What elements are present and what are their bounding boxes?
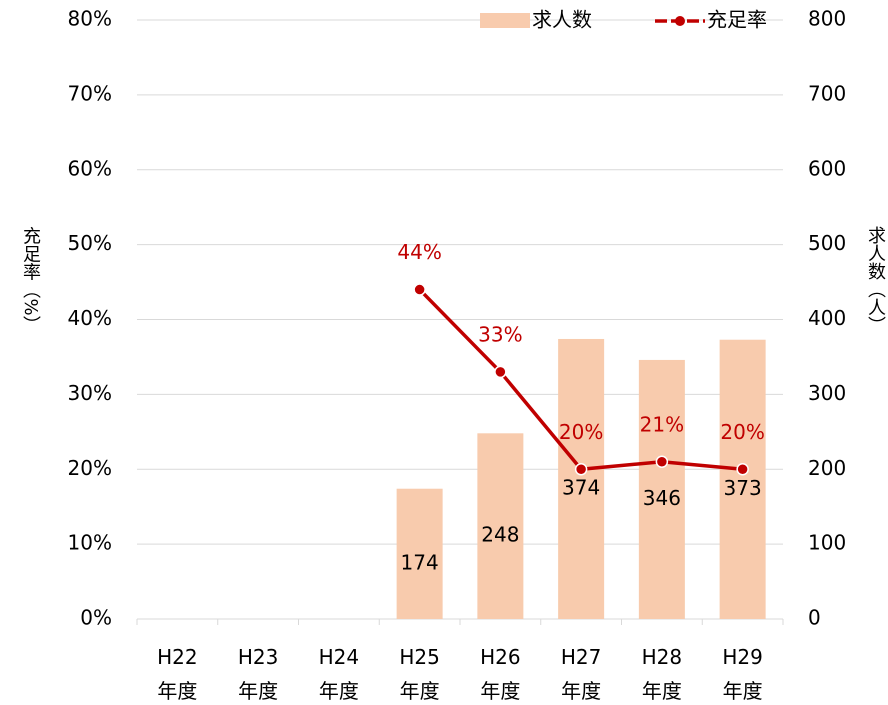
x-tick-label: H28 年度: [641, 645, 683, 703]
x-tick-label: H22 年度: [157, 645, 198, 703]
y-tick-label: 70%: [68, 81, 112, 105]
bar: [396, 488, 443, 619]
x-tick-label: H23 年度: [237, 645, 279, 703]
y2-tick-label: 200: [808, 456, 846, 480]
y2-tick-label: 400: [808, 306, 846, 330]
y-tick-label: 10%: [68, 531, 112, 555]
line-marker: [736, 463, 749, 476]
y-tick-label: 40%: [68, 306, 112, 330]
line-label: 21%: [640, 412, 684, 436]
x-tick-label: H26 年度: [480, 645, 521, 703]
line-marker: [413, 283, 426, 296]
bar-label: 373: [724, 476, 762, 500]
bar-label: 346: [643, 486, 681, 510]
y2-tick-label: 800: [808, 7, 846, 31]
bar-label: 174: [401, 550, 439, 574]
line-label: 20%: [720, 420, 764, 444]
y-tick-label: 60%: [68, 156, 112, 180]
legend-swatch: [480, 13, 530, 28]
line-label: 44%: [397, 240, 441, 264]
line-marker: [574, 463, 588, 476]
bar: [558, 338, 605, 619]
bar: [477, 433, 524, 619]
bar: [638, 359, 685, 619]
y-tick-label: 30%: [68, 381, 112, 405]
y-tick-label: 50%: [68, 231, 112, 255]
y-tick-label: 80%: [68, 7, 112, 31]
bar: [719, 339, 766, 619]
y2-tick-label: 500: [808, 231, 846, 255]
y2-axis-title: 求人数（人）: [865, 226, 886, 334]
x-tick-label: H25 年度: [399, 645, 440, 703]
legend-label: 充足率: [707, 8, 767, 32]
line-marker: [494, 365, 507, 379]
bar-label: 248: [481, 523, 519, 547]
y2-tick-label: 100: [808, 531, 846, 555]
y2-tick-label: 300: [808, 381, 846, 405]
line-label: 20%: [559, 420, 603, 444]
y-tick-label: 0%: [80, 606, 112, 630]
y2-tick-label: 700: [808, 81, 846, 105]
y2-tick-label: 600: [808, 156, 846, 180]
bar-label: 374: [562, 475, 600, 499]
x-tick-label: H24 年度: [318, 645, 360, 703]
y2-tick-label: 0: [808, 606, 821, 630]
y-tick-label: 20%: [68, 456, 112, 480]
x-tick-label: H29 年度: [722, 645, 763, 703]
line-label: 33%: [478, 322, 522, 346]
x-tick-label: H27 年度: [560, 645, 602, 703]
y-axis-title: 充足率（%）: [20, 226, 41, 333]
legend-marker: [675, 16, 685, 26]
legend-label: 求人数: [532, 8, 592, 32]
line-marker: [655, 455, 669, 469]
